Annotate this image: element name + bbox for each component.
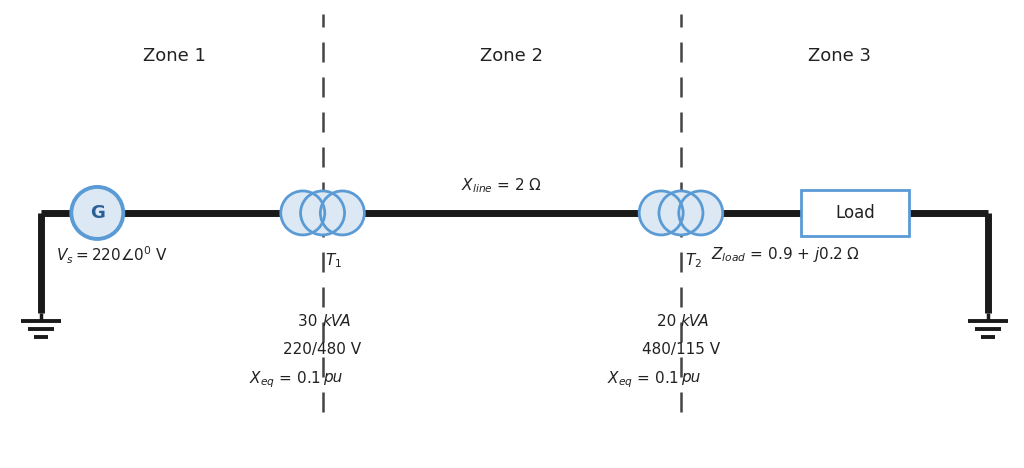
Text: $X_{eq}$ = 0.1: $X_{eq}$ = 0.1 bbox=[249, 370, 323, 390]
Text: $Z_{load}$ = 0.9 + $j$0.2 Ω: $Z_{load}$ = 0.9 + $j$0.2 Ω bbox=[711, 245, 860, 264]
Circle shape bbox=[639, 191, 683, 235]
Text: 480/115 V: 480/115 V bbox=[642, 342, 720, 357]
Text: kVA: kVA bbox=[323, 314, 351, 329]
Text: G: G bbox=[90, 204, 104, 222]
Text: Zone 1: Zone 1 bbox=[142, 47, 206, 65]
Text: Zone 3: Zone 3 bbox=[808, 47, 871, 65]
Text: $T_1$: $T_1$ bbox=[325, 251, 342, 270]
Circle shape bbox=[281, 191, 325, 235]
Circle shape bbox=[679, 191, 723, 235]
Circle shape bbox=[301, 191, 344, 235]
Circle shape bbox=[321, 191, 365, 235]
Text: $X_{line}$ = 2 Ω: $X_{line}$ = 2 Ω bbox=[461, 176, 543, 195]
Circle shape bbox=[659, 191, 702, 235]
Text: 220/480 V: 220/480 V bbox=[284, 342, 361, 357]
Text: $V_s = 220\angle0^0$ V: $V_s = 220\angle0^0$ V bbox=[56, 245, 169, 266]
Text: kVA: kVA bbox=[681, 314, 710, 329]
Text: $X_{eq}$ = 0.1: $X_{eq}$ = 0.1 bbox=[607, 370, 681, 390]
Circle shape bbox=[72, 187, 123, 239]
Text: 20: 20 bbox=[656, 314, 681, 329]
FancyBboxPatch shape bbox=[801, 190, 909, 236]
Text: 30: 30 bbox=[298, 314, 323, 329]
Text: $T_2$: $T_2$ bbox=[685, 251, 701, 270]
Text: pu: pu bbox=[323, 370, 342, 385]
Text: pu: pu bbox=[681, 370, 700, 385]
Text: Zone 2: Zone 2 bbox=[480, 47, 544, 65]
Text: Load: Load bbox=[836, 204, 874, 222]
